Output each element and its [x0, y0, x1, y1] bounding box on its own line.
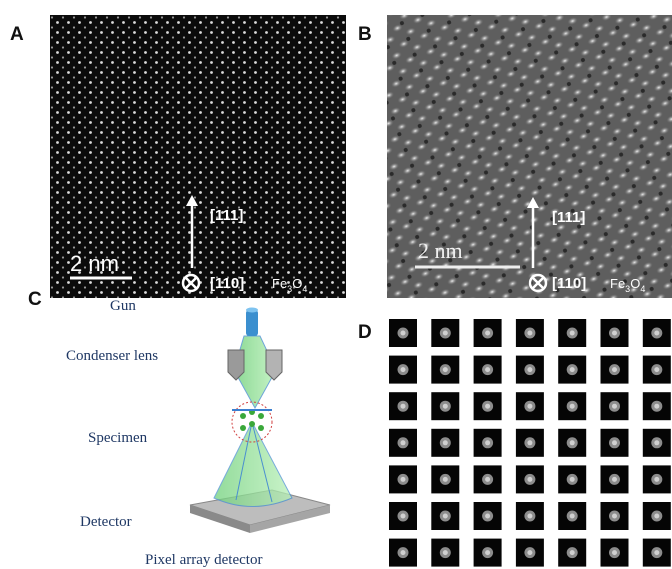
diffraction-center [401, 477, 406, 482]
diffraction-center [654, 550, 659, 555]
direction-label: [111] [552, 209, 585, 226]
diffraction-center [612, 440, 617, 445]
diffraction-center [485, 331, 490, 336]
diffraction-center [527, 331, 532, 336]
diffraction-center [485, 514, 490, 519]
lens-label: Condenser lens [66, 348, 158, 364]
direction-label: [110] [552, 275, 586, 292]
diffraction-center [485, 404, 490, 409]
scale-label: 2 nm [418, 238, 463, 263]
diffraction-center [485, 440, 490, 445]
diffraction-center [443, 367, 448, 372]
diffraction-center [654, 367, 659, 372]
diffraction-center [654, 514, 659, 519]
diffraction-center [527, 367, 532, 372]
scale-label: 2 nm [70, 251, 119, 276]
diffraction-center [443, 514, 448, 519]
diffraction-center [401, 550, 406, 555]
diffraction-center [443, 404, 448, 409]
detector-label: Detector [80, 514, 132, 530]
diffraction-center [612, 514, 617, 519]
diffraction-center [612, 477, 617, 482]
diffraction-center [570, 550, 575, 555]
diffraction-center [527, 550, 532, 555]
diffraction-center [401, 367, 406, 372]
diffraction-center [485, 550, 490, 555]
diffraction-center [654, 440, 659, 445]
panel-label: D [358, 322, 372, 343]
figure: A [111] [110] Fe3O4 2 nm B [111] [110] F… [0, 0, 672, 569]
panel-label: A [10, 24, 24, 45]
diffraction-center [443, 440, 448, 445]
diffraction-center [527, 404, 532, 409]
diffraction-center [443, 331, 448, 336]
panel-label: C [28, 289, 42, 310]
diffraction-grid [389, 319, 671, 567]
diffraction-center [570, 367, 575, 372]
diffraction-center [527, 477, 532, 482]
diffraction-center [401, 404, 406, 409]
diffraction-center [485, 367, 490, 372]
microscope-diagram [190, 308, 330, 534]
gun-label: Gun [110, 298, 136, 314]
diffraction-center [570, 404, 575, 409]
diffraction-center [443, 477, 448, 482]
diffraction-center [485, 477, 490, 482]
direction-label: [110] [210, 275, 244, 292]
diffraction-center [654, 477, 659, 482]
diffraction-center [654, 331, 659, 336]
direction-label: [111] [210, 207, 243, 224]
specimen-label: Specimen [88, 430, 148, 446]
diffraction-center [401, 440, 406, 445]
diffraction-center [570, 440, 575, 445]
diffraction-center [612, 404, 617, 409]
diffraction-center [443, 550, 448, 555]
diffraction-center [570, 331, 575, 336]
diffraction-center [570, 514, 575, 519]
diffraction-center [612, 367, 617, 372]
diffraction-center [570, 477, 575, 482]
diffraction-center [527, 440, 532, 445]
diffraction-center [612, 550, 617, 555]
diffraction-center [401, 514, 406, 519]
diffraction-center [612, 331, 617, 336]
diffraction-center [527, 514, 532, 519]
diffraction-center [654, 404, 659, 409]
caption: Pixel array detector [145, 552, 262, 568]
panel-label: B [358, 24, 372, 45]
diffraction-center [401, 331, 406, 336]
